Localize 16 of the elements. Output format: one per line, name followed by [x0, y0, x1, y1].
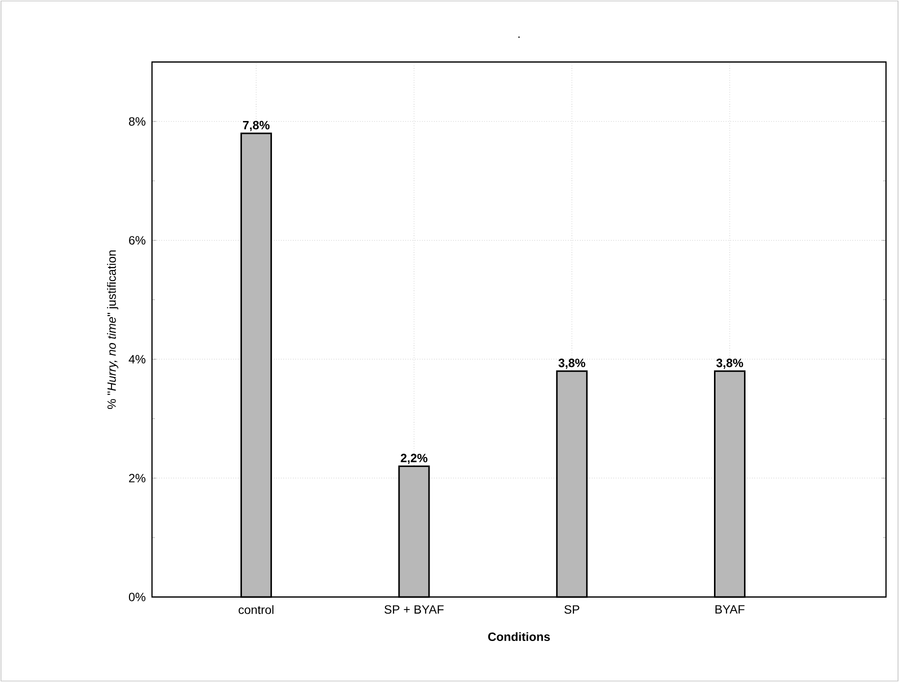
y-axis-title: % "Hurry, no time" justification [107, 250, 118, 409]
data-label: 7,8% [243, 120, 270, 132]
chart-title: . [518, 36, 520, 38]
data-label: 3,8% [558, 358, 586, 369]
y-tick-label: 2% [129, 474, 146, 482]
x-tick-label: SP [564, 605, 580, 614]
x-tick-label: control [238, 605, 274, 614]
x-tick-label: BYAF [715, 605, 744, 614]
y-tick-label: 6% [129, 236, 146, 245]
data-label: 3,8% [716, 358, 744, 369]
x-tick-label: SP + BYAF [384, 605, 444, 614]
x-axis-title: Conditions [488, 632, 550, 642]
y-tick-label: 4% [128, 355, 146, 364]
y-tick-label: 8% [128, 117, 146, 126]
data-label: 2,2% [400, 454, 428, 464]
y-tick-label: 0% [128, 592, 146, 602]
